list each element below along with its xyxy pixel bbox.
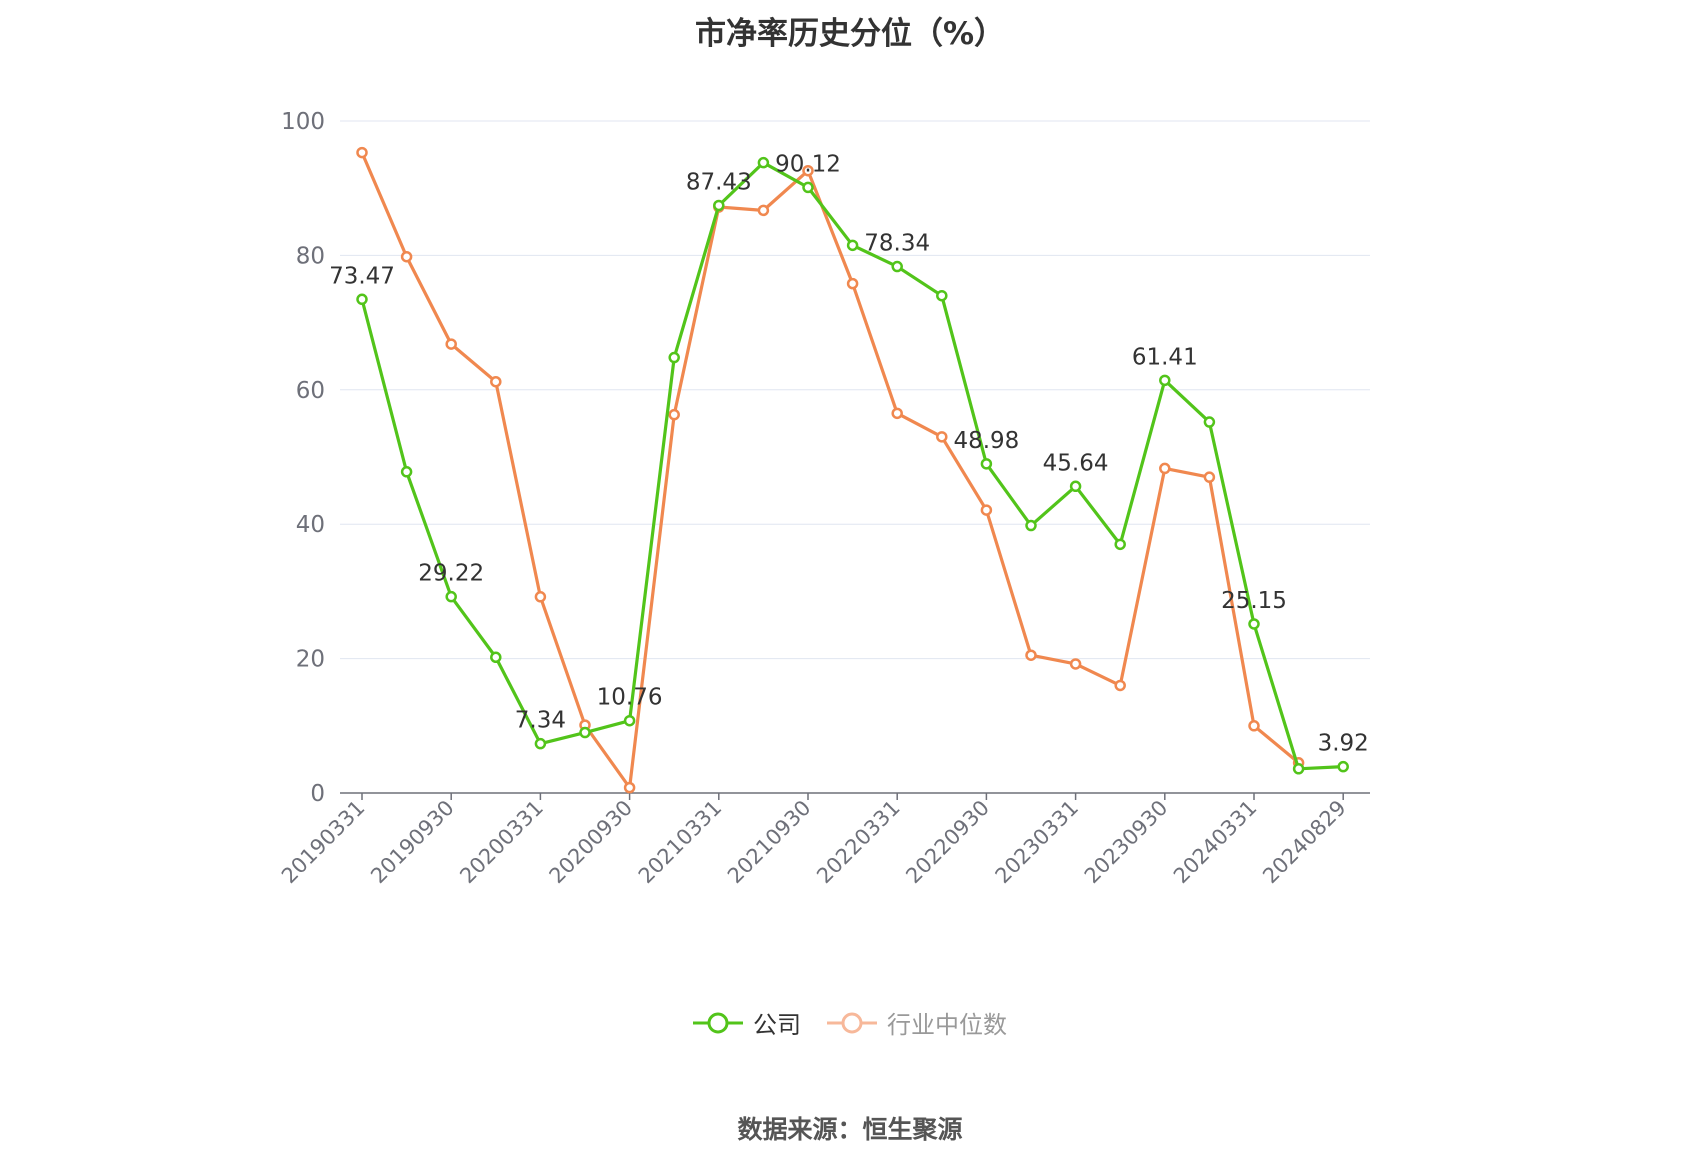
data-point [445,338,457,350]
series-line [360,161,1344,771]
data-point [846,277,859,290]
data-point [579,726,591,739]
data-point [757,204,770,217]
data-point [400,250,413,263]
data-point [490,651,502,664]
data-point [356,146,368,159]
data-label: 45.64 [1043,450,1109,476]
chart-title: 市净率历史分位（%） [694,16,1006,52]
data-point [1114,679,1126,692]
y-tick-label: 100 [281,109,325,135]
y-tick-label: 80 [296,243,325,269]
data-point [445,590,457,603]
x-tick-label: 20210331 [634,796,727,889]
data-point [623,714,636,727]
x-tick-label: 20190331 [277,796,370,889]
data-point [757,156,770,169]
data-point [846,239,859,252]
data-point [713,199,725,212]
data-point [1025,649,1037,661]
x-tick-label: 20200331 [455,796,548,889]
data-label: 25.15 [1221,588,1287,614]
data-point [1292,763,1305,775]
data-point [1203,416,1216,428]
data-label: 73.47 [329,263,395,289]
axis-layer: 0 20 40 60 80 100 2019033120190930202003312020… [277,109,1370,888]
data-point [1159,462,1171,475]
data-label: 61.41 [1132,344,1198,370]
y-tick-label: 0 [310,781,325,807]
grid-layer [340,120,1370,660]
legend-item-industry[interactable]: 行业中位数 [827,1005,1007,1040]
y-tick-label: 60 [296,378,325,404]
data-point [891,407,903,420]
data-label: 90.12 [775,151,841,177]
data-point [802,181,814,194]
data-point [936,431,948,443]
x-tick-label: 20220930 [901,796,994,889]
data-point [980,458,993,470]
data-point [1069,480,1082,493]
data-label-layer: 73.47 29.22 7.34 10.76 87.43 90.12 78.34 48.98 4… [329,151,1369,756]
data-point [802,164,814,177]
data-point [1159,374,1171,387]
data-point [534,737,547,750]
data-point [1114,538,1126,551]
data-point [356,293,368,306]
x-tick-label: 20210930 [723,796,816,889]
data-point [1248,720,1260,732]
data-label: 78.34 [864,231,930,257]
x-tick-label: 20190930 [366,796,459,889]
legend-industry-label: 行业中位数 [887,1011,1007,1039]
data-point [1337,760,1349,773]
data-label: 3.92 [1318,731,1369,757]
data-point [534,591,547,603]
legend-item-company[interactable]: 公司 [693,1005,801,1040]
legend-company-label: 公司 [753,1011,801,1039]
data-point [1069,658,1082,670]
data-point [490,375,502,388]
series-line [360,151,1300,790]
data-label: 87.43 [686,169,752,195]
x-tick-label: 20230331 [991,796,1084,889]
legend-industry-line-icon [827,1012,877,1033]
data-point [400,466,413,478]
data-point [980,504,993,516]
legend-company-line-icon [693,1012,743,1033]
source-note: 数据来源：恒生聚源 [737,1115,963,1144]
data-point [1248,618,1260,630]
x-tick-label: 20240829 [1258,796,1351,889]
data-point [1025,519,1037,532]
data-label: 29.22 [418,561,484,587]
data-point [936,289,948,302]
data-point [668,408,680,421]
x-tick-label: 20240331 [1169,796,1262,889]
data-point [623,781,636,794]
data-label: 48.98 [953,428,1019,454]
legend: 公司 行业中位数 [0,1005,1700,1040]
x-tick-label: 20220331 [812,796,905,889]
data-label: 10.76 [597,685,663,711]
y-tick-label: 20 [296,647,325,673]
data-point [891,260,903,273]
x-tick-label: 20230930 [1080,796,1173,889]
data-point [668,351,680,364]
y-tick-label: 40 [296,512,325,538]
x-tick-label: 20200930 [545,796,638,889]
data-point [1203,471,1216,483]
series-layer [356,146,1349,794]
data-label: 7.34 [515,708,566,734]
